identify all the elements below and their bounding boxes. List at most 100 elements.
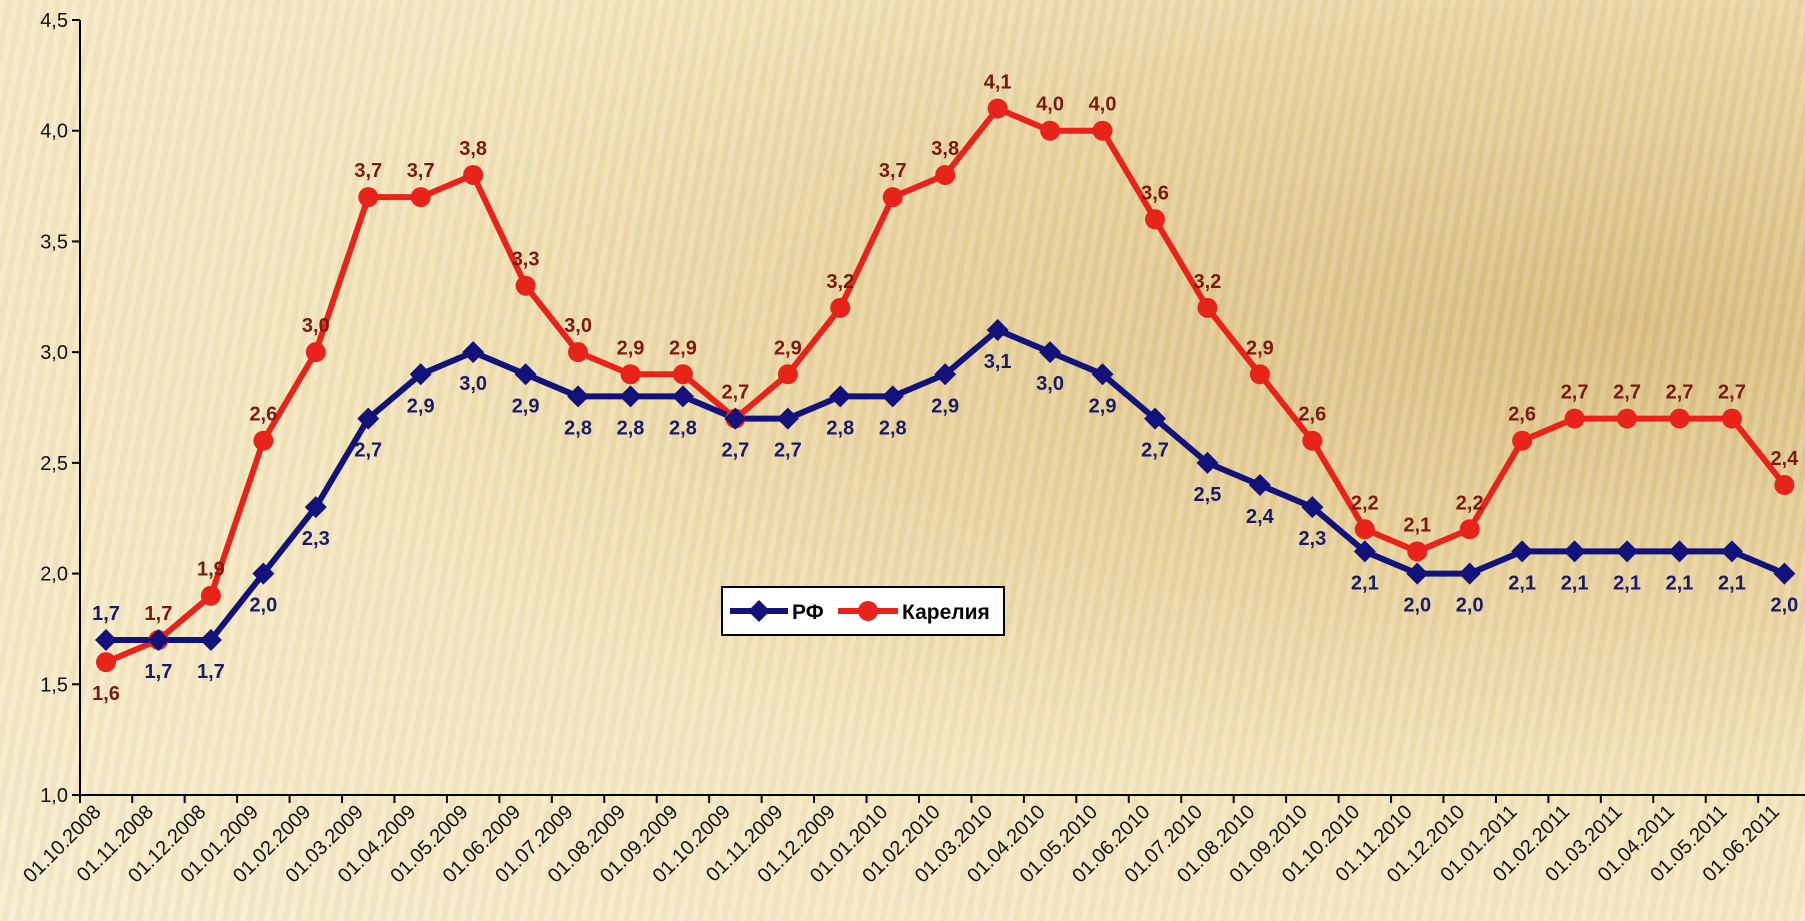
- rf-point: [986, 319, 1009, 341]
- rf-point: [147, 629, 170, 651]
- data-labels: 1,7 1,7 1,7 2,0 2,3 2,7 2,9 3,0 2,9 2,8 2,8 2,8 2,7 2…: [92, 72, 1799, 706]
- rf-data-label: 2,8: [617, 417, 645, 439]
- karelia-point: [1407, 541, 1428, 562]
- rf-point: [1773, 562, 1796, 585]
- rf-point: [1511, 540, 1534, 563]
- rf-point: [1301, 496, 1324, 519]
- legend: РФ Карелия: [721, 586, 1005, 636]
- karelia-point: [200, 585, 221, 606]
- karelia-data-label: 4,0: [1036, 94, 1064, 116]
- karelia-point: [1617, 408, 1638, 429]
- karelia-data-label: 2,7: [1561, 382, 1589, 404]
- rf-point: [1720, 540, 1743, 563]
- karelia-point: [1145, 209, 1165, 230]
- karelia-point: [620, 364, 641, 385]
- karelia-data-label: 1,7: [145, 603, 173, 625]
- karelia-point: [987, 98, 1008, 119]
- karelia-point: [1721, 408, 1742, 429]
- karelia-data-label: 2,9: [669, 337, 697, 359]
- rf-data-label: 2,7: [1141, 440, 1169, 462]
- karelia-point: [1512, 430, 1533, 451]
- karelia-data-label: 3,3: [512, 249, 540, 271]
- series-markers: [95, 98, 1796, 673]
- karelia-data-label: 3,2: [826, 271, 854, 293]
- karelia-point: [935, 165, 956, 185]
- karelia-data-label: 1,9: [197, 559, 225, 581]
- rf-point: [881, 385, 904, 408]
- karelia-point: [777, 364, 798, 385]
- karelia-point: [1092, 120, 1113, 141]
- rf-point: [671, 385, 694, 408]
- y-tick-label: 3,5: [40, 231, 68, 253]
- rf-data-label: 2,3: [1298, 528, 1326, 550]
- karelia-data-label: 2,9: [617, 337, 645, 359]
- rf-point: [1458, 562, 1481, 585]
- rf-data-label: 2,9: [512, 395, 540, 417]
- y-tick-label: 1,0: [40, 785, 68, 807]
- karelia-data-label: 3,8: [459, 138, 487, 160]
- rf-point: [1616, 540, 1639, 563]
- karelia-point: [568, 342, 589, 363]
- rf-data-label: 2,1: [1613, 572, 1641, 594]
- karelia-point: [1249, 364, 1270, 385]
- rf-point: [1406, 562, 1429, 585]
- rf-data-label: 2,1: [1351, 572, 1379, 594]
- rf-data-label: 2,3: [302, 528, 330, 550]
- karelia-point: [1302, 430, 1323, 451]
- karelia-point: [1354, 519, 1375, 540]
- rf-data-label: 2,0: [249, 595, 277, 617]
- rf-data-label: 1,7: [92, 603, 120, 625]
- rf-point: [357, 407, 380, 430]
- karelia-data-label: 3,0: [564, 315, 592, 337]
- rf-data-label: 2,9: [1089, 395, 1117, 417]
- rf-point: [1563, 540, 1586, 563]
- rf-data-label: 2,8: [826, 417, 854, 439]
- rf-data-label: 2,8: [669, 417, 697, 439]
- rf-data-label: 2,0: [1770, 595, 1798, 617]
- karelia-point: [1040, 120, 1061, 141]
- x-axis: 01.10.200801.11.200801.12.200801.01.2009…: [19, 794, 1805, 887]
- rf-point: [776, 407, 799, 430]
- karelia-data-label: 2,2: [1351, 492, 1379, 514]
- rf-data-label: 2,1: [1508, 572, 1536, 594]
- karelia-data-label: 2,9: [1246, 337, 1274, 359]
- rf-data-label: 3,0: [1036, 373, 1064, 395]
- legend-karelia-label: Карелия: [902, 601, 990, 624]
- rf-point: [1248, 474, 1271, 496]
- rf-point: [1196, 451, 1219, 474]
- rf-point: [409, 363, 432, 386]
- rf-data-label: 3,0: [459, 373, 487, 395]
- rf-point: [304, 496, 327, 519]
- karelia-point: [1669, 408, 1690, 429]
- karelia-data-label: 3,7: [354, 160, 382, 182]
- karelia-data-label: 3,2: [1194, 271, 1222, 293]
- karelia-data-label: 3,7: [879, 160, 907, 182]
- karelia-data-label: 2,7: [721, 382, 749, 404]
- rf-point: [1668, 540, 1691, 563]
- y-tick-label: 4,5: [40, 10, 68, 32]
- karelia-point: [1459, 519, 1480, 540]
- karelia-data-label: 2,6: [249, 404, 277, 426]
- karelia-data-label: 3,6: [1141, 182, 1169, 204]
- rf-point: [1091, 363, 1114, 386]
- rf-data-label: 2,5: [1194, 484, 1222, 506]
- karelia-data-label: 4,0: [1089, 94, 1117, 116]
- rf-data-label: 2,9: [407, 395, 435, 417]
- rf-data-label: 2,0: [1403, 595, 1431, 617]
- karelia-point: [830, 297, 851, 318]
- karelia-data-label: 2,1: [1403, 514, 1431, 536]
- karelia-data-label: 1,6: [92, 683, 120, 705]
- karelia-point: [1564, 408, 1585, 429]
- karelia-point: [410, 187, 431, 208]
- rf-data-label: 2,7: [721, 440, 749, 462]
- karelia-data-label: 3,0: [302, 315, 330, 337]
- rf-point: [514, 363, 537, 386]
- y-tick-label: 2,0: [40, 564, 68, 586]
- rf-point: [252, 562, 275, 585]
- rf-point: [1039, 341, 1062, 364]
- karelia-data-label: 2,7: [1613, 382, 1641, 404]
- karelia-point: [882, 187, 903, 208]
- rf-point: [1144, 407, 1166, 430]
- legend-karelia-circle-icon: [858, 601, 878, 621]
